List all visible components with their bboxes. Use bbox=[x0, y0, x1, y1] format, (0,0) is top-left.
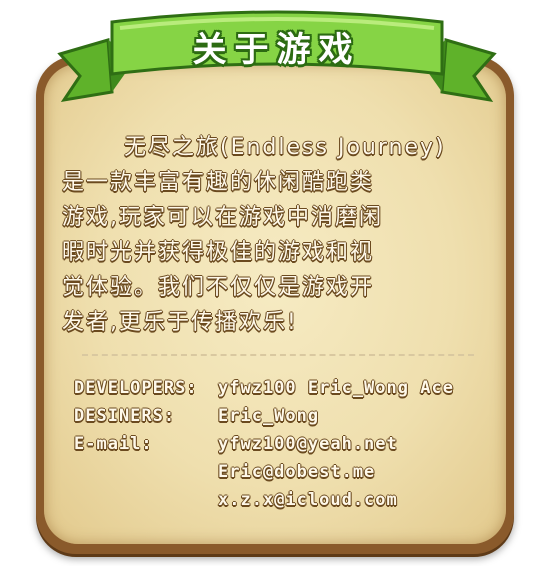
developers-row: DEVELOPERS: yfwz100 Eric_Wong Ace bbox=[74, 374, 514, 402]
email-row: x.z.x@icloud.com bbox=[74, 486, 514, 514]
email-link[interactable]: Eric@dobest.me bbox=[218, 462, 376, 482]
email-row: E-mail: yfwz100@yeah.net bbox=[74, 430, 514, 458]
game-description: 无尽之旅(Endless Journey) 是一款丰富有趣的休闲酷跑类 游戏,玩… bbox=[62, 130, 502, 340]
description-line: 暇时光并获得极佳的游戏和视 bbox=[62, 240, 375, 265]
title-ribbon bbox=[57, 10, 497, 103]
description-line: 无尽之旅(Endless Journey) bbox=[124, 135, 446, 160]
credits-section: DEVELOPERS: yfwz100 Eric_Wong Ace DESINE… bbox=[74, 374, 514, 514]
email-link[interactable]: x.z.x@icloud.com bbox=[218, 490, 398, 510]
parchment-background bbox=[44, 64, 506, 544]
designers-value: Eric_Wong bbox=[218, 406, 320, 426]
description-line: 游戏,玩家可以在游戏中消磨闲 bbox=[62, 205, 383, 230]
about-panel bbox=[36, 56, 514, 554]
email-link[interactable]: yfwz100@yeah.net bbox=[218, 434, 398, 454]
description-line: 发者,更乐于传播欢乐! bbox=[62, 310, 298, 335]
description-line: 觉体验。我们不仅仅是游戏开 bbox=[62, 275, 375, 300]
designers-label: DESINERS: bbox=[74, 406, 176, 426]
description-line: 是一款丰富有趣的休闲酷跑类 bbox=[62, 170, 375, 195]
divider bbox=[82, 354, 474, 356]
developers-value: yfwz100 Eric_Wong Ace bbox=[218, 378, 454, 398]
page-title: 关于游戏 bbox=[192, 30, 361, 70]
designers-row: DESINERS: Eric_Wong bbox=[74, 402, 514, 430]
email-row: Eric@dobest.me bbox=[74, 458, 514, 486]
developers-label: DEVELOPERS: bbox=[74, 378, 198, 398]
email-label: E-mail: bbox=[74, 434, 153, 454]
